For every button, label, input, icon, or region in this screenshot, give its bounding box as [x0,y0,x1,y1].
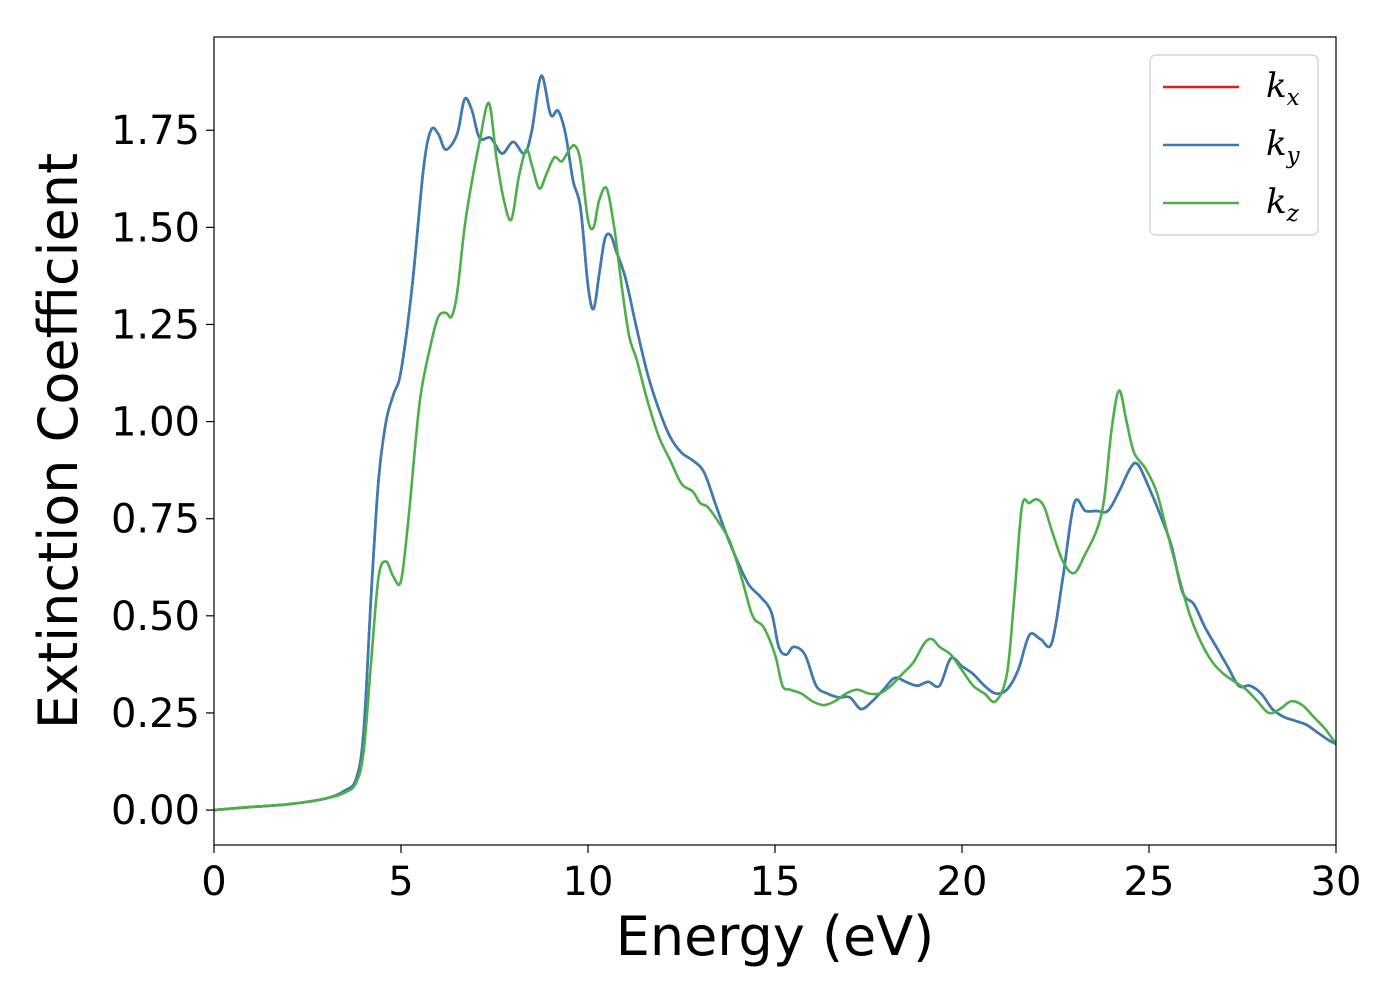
x-tick-label: 20 [937,859,988,905]
x-tick-label: 0 [201,859,226,905]
y-axis-title: Extinction Coefficient [27,153,90,729]
x-axis: 0 5 10 15 20 25 30 [201,845,1361,905]
legend-label-base: k [1266,182,1287,222]
legend-label-base: k [1266,66,1287,106]
y-tick-label: 1.25 [111,302,200,348]
series-line-y [214,74,1336,812]
y-tick-label: 0.50 [111,594,200,640]
y-tick-label: 1.50 [111,205,200,251]
x-tick-label: 30 [1311,859,1362,905]
legend-label-z: kz [1266,182,1300,227]
x-tick-label: 15 [750,859,801,905]
legend-label-x: kx [1266,66,1300,111]
y-tick-label: 0.75 [111,497,200,543]
series-layer [214,74,1336,812]
legend-label-subscript: x [1287,85,1300,111]
legend-label-subscript: z [1286,201,1300,227]
y-tick-label: 1.00 [111,400,200,446]
series-line-z [214,101,1336,812]
legend-label-y: ky [1266,124,1301,169]
legend-label-base: k [1266,124,1287,164]
x-tick-label: 5 [388,859,413,905]
y-axis: 0.00 0.25 0.50 0.75 1.00 1.25 1.50 1.75 [111,108,214,834]
y-tick-label: 0.00 [111,788,200,834]
x-axis-title: Energy (eV) [616,905,935,968]
y-tick-label: 1.75 [111,108,200,154]
x-tick-label: 10 [563,859,614,905]
y-tick-label: 0.25 [111,691,200,737]
x-tick-label: 25 [1124,859,1175,905]
legend-label-subscript: y [1286,143,1301,169]
